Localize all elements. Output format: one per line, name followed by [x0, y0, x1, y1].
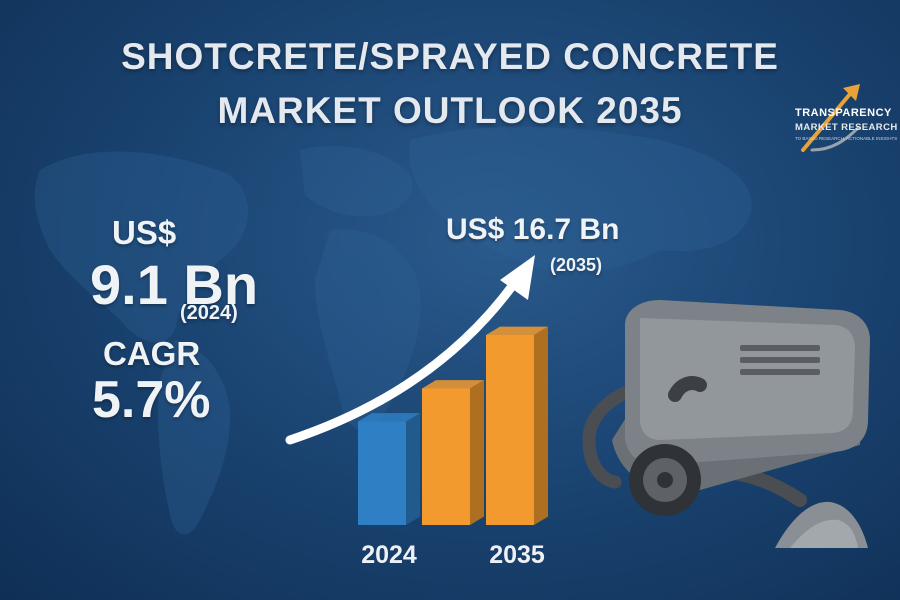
bar-3 — [486, 326, 548, 525]
growth-arrow-shaft — [285, 273, 523, 445]
current-value-prefix: US$ — [112, 214, 177, 251]
cagr-label: CAGR — [103, 335, 201, 372]
wheel-icon — [629, 444, 701, 516]
forecast-value: US$ 16.7 Bn — [446, 213, 620, 246]
title-line-2: MARKET OUTLOOK 2035 — [217, 90, 683, 131]
logo-name-line-2: MARKET RESEARCH — [795, 122, 898, 133]
current-year: (2024) — [180, 302, 238, 324]
logo-arrow-icon — [801, 84, 860, 152]
bar-2 — [422, 380, 484, 525]
concrete-pile-icon — [775, 501, 868, 548]
title-line-1: SHOTCRETE/SPRAYED CONCRETE — [121, 36, 779, 77]
vent-grille-icon — [740, 345, 820, 375]
growth-arrow-head — [500, 255, 535, 300]
tick-label-2035: 2035 — [489, 541, 545, 569]
logo-tagline: TO BASED RESEARCH. ACTIONABLE INSIGHTS — [795, 136, 898, 141]
tick-label-2024: 2024 — [361, 541, 417, 569]
cagr-value: 5.7% — [92, 371, 211, 429]
bar-1 — [358, 413, 420, 525]
forecast-year: (2035) — [550, 255, 603, 275]
logo-name-line-1: TRANSPARENCY — [795, 107, 892, 119]
current-value: 9.1 Bn — [90, 253, 259, 316]
